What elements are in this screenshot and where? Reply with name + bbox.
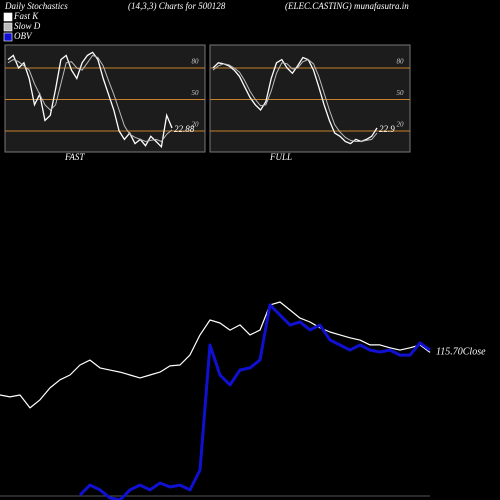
series-line [7,51,173,149]
legend-label: OBV [14,31,33,41]
y-tick-label: 80 [397,58,405,66]
close-annotation: Close [463,347,486,358]
value-label: 22.9 [379,124,395,134]
value-label: 22.88 [174,124,195,134]
close-value: 115.70 [436,347,463,358]
legend-label: Fast K [13,11,39,21]
y-tick-label: 80 [192,58,200,66]
legend-swatch [3,12,13,22]
series-line [7,54,173,143]
chart-source: (ELEC.CASTING) munafasutra.in [285,1,409,11]
series-line [212,56,378,145]
legend-swatch [3,32,13,42]
x-axis-label: FULL [269,152,292,162]
y-tick-label: 50 [192,89,200,97]
chart-subtitle: (14,3,3) Charts for 500128 [128,1,226,11]
y-tick-label: 50 [397,89,405,97]
panel [4,44,206,153]
y-tick-label: 20 [397,121,405,129]
legend-swatch [3,22,13,32]
chart-title: Daily Stochastics [4,1,68,11]
series-line [212,59,378,142]
x-axis-label: FAST [64,152,85,162]
close-label: 115.70Close [436,347,486,358]
series-line [78,303,431,500]
y-tick-label: 20 [192,121,200,129]
series-line [0,301,431,409]
legend-label: Slow D [14,21,41,31]
